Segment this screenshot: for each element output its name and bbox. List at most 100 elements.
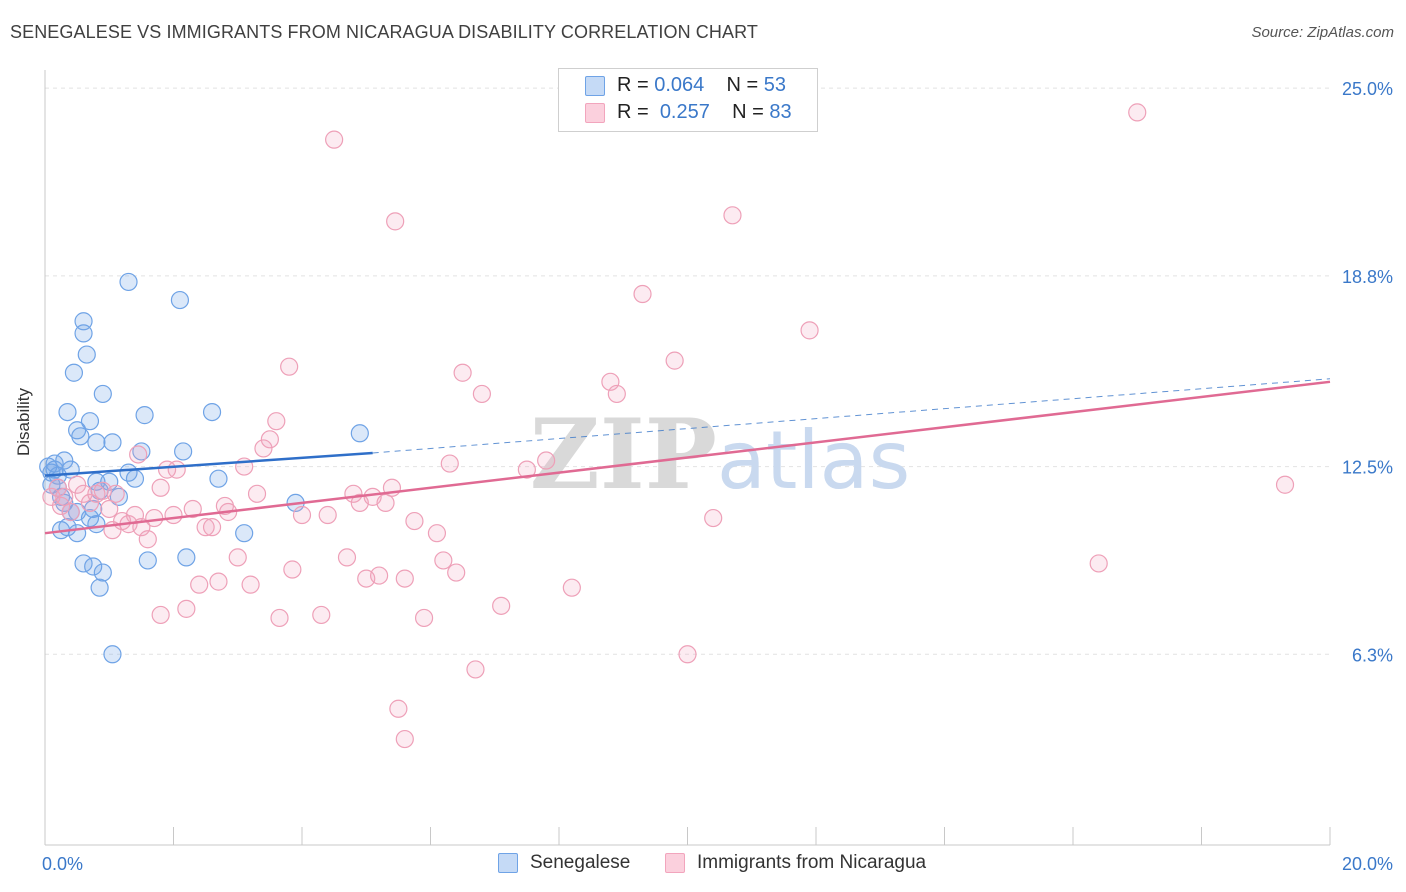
nicaragua-point [386,212,405,231]
legend-n-label: N = [726,74,759,96]
nicaragua-point [138,530,157,549]
senegalese-point [58,402,77,422]
nicaragua-point [209,572,228,591]
x-tick-label: 20.0% [1342,854,1393,874]
nicaragua-point [395,729,414,749]
nicaragua-point [704,508,723,528]
y-tick-labels: 6.3% 12.5% 18.8% 25.0% [1342,79,1393,665]
nicaragua-point [247,484,267,503]
senegalese-point [202,402,222,422]
senegalese-point [350,424,369,443]
senegalese-point [64,363,84,382]
nicaragua-point [292,505,312,525]
senegalese-point [138,551,157,570]
nicaragua-point [177,599,196,618]
senegalese-point [87,515,106,534]
senegalese-point [170,290,190,310]
nicaragua-point [280,357,299,376]
legend-r-label: R = [617,101,649,123]
legend-n-label: N = [732,101,764,123]
nicaragua-point [440,454,459,473]
nicaragua-point [228,548,247,567]
nicaragua-point [167,460,186,479]
senegalese-point [132,442,151,461]
nicaragua-point [466,660,485,679]
nicaragua-point [260,430,279,449]
senegalese-point [93,384,112,404]
trend-lines [44,378,1331,535]
y-tick-label: 18.8% [1342,267,1393,287]
nicaragua-point [376,493,395,513]
x-tick-labels: 0.0% 20.0% [42,854,1393,874]
nicaragua-point [190,575,209,594]
nicaragua-point [80,493,100,513]
stats-legend: R = 0.064 N = 53 R = 0.257 N = 83 [558,68,818,132]
senegalese-point [103,645,122,664]
nicaragua-point [196,518,215,537]
senegalese-point [71,427,90,446]
legend-n-value-nicaragua: 83 [769,101,792,123]
nicaragua-point [562,578,581,597]
x-tick-label: 0.0% [42,854,83,874]
nicaragua-point [405,511,424,531]
senegalese-point [209,469,228,488]
nicaragua-point [254,439,273,458]
senegalese-point [177,548,196,567]
nicaragua-point [389,699,408,718]
nicaragua-point [312,605,331,625]
nicaragua-point [427,524,447,543]
senegalese-point [61,460,80,479]
grid-lines [45,87,1330,655]
nicaragua-point [723,206,742,225]
nicaragua-point [800,321,819,340]
nicaragua-point [241,575,260,594]
nicaragua-point [100,499,119,519]
source-credit: Source: ZipAtlas.com [1251,24,1394,41]
senegalese-point [174,442,193,461]
nicaragua-point [42,487,61,506]
nicaragua-point [270,608,289,628]
nicaragua-point [318,505,337,525]
nicaragua-point [151,478,170,497]
y-tick-label: 12.5% [1342,458,1393,478]
nicaragua-point [106,484,125,503]
senegalese-points [39,272,369,664]
nicaragua-point [607,384,626,404]
nicaragua-point [68,475,87,494]
senegalese-point [87,433,106,452]
y-tick-label: 6.3% [1352,645,1393,665]
nicaragua-point [1275,475,1295,494]
nicaragua-point [370,566,389,585]
senegalese-point [80,412,100,431]
nicaragua-point [434,551,453,570]
nicaragua-point [145,508,164,528]
senegalese-point [125,469,145,488]
senegalese-trend-line [44,451,373,477]
bottom-legend-label: Immigrants from Nicaragua [697,852,927,873]
senegalese-point [90,578,109,597]
senegalese-point [103,433,122,452]
legend-r-value-nicaragua: 0.257 [659,101,710,123]
nicaragua-point [453,363,472,382]
legend-r-label: R = [617,74,649,96]
nicaragua-trend-line [44,380,1331,535]
nicaragua-point [472,384,491,404]
watermark: ZIPatlas [530,398,911,511]
senegalese-point [68,524,87,543]
senegalese-point [119,272,138,292]
nicaragua-point [55,487,74,506]
nicaragua-point [129,445,148,464]
nicaragua-point [492,596,511,615]
senegalese-point [109,487,128,506]
senegalese-point [93,563,112,582]
nicaragua-point [665,351,684,370]
senegalese-point [55,451,74,470]
nicaragua-point [414,608,434,628]
legend-r-value-senegalese: 0.064 [654,74,705,96]
senegalese-point [235,524,254,543]
nicaragua-point [48,478,67,497]
nicaragua-point [1128,103,1147,122]
y-tick-label: 25.0% [1342,79,1393,99]
senegalese-point [135,406,154,425]
legend-swatch-nicaragua [585,103,605,123]
